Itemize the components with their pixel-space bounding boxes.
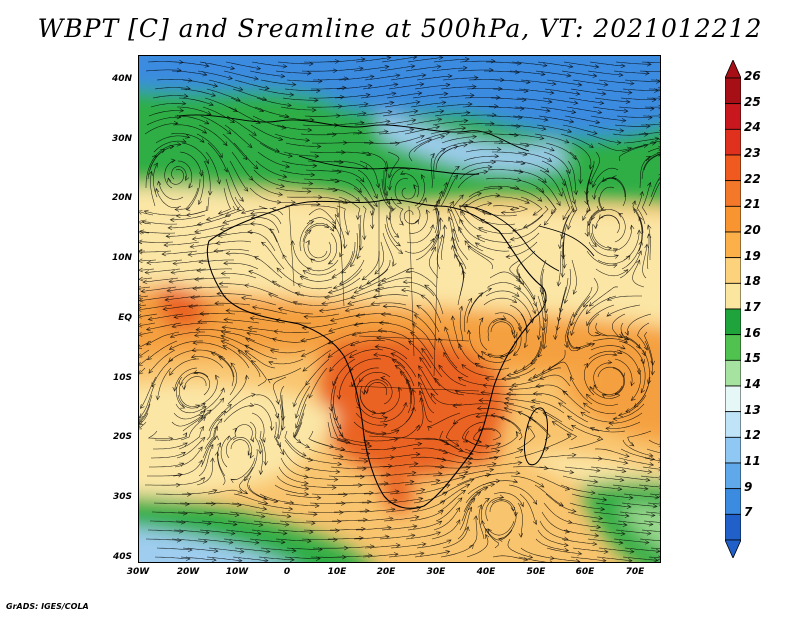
colorbar (725, 60, 741, 558)
lon-tick-label: 0 (283, 567, 291, 577)
colorbar-bottom-arrow (725, 539, 741, 558)
lon-tick-label: 10W (225, 567, 249, 577)
country-borders (288, 200, 480, 442)
lon-tick-label: 60E (575, 567, 595, 577)
wbpt-map-canvas (139, 56, 660, 562)
colorbar-label: 24 (744, 120, 761, 135)
colorbar-segment (725, 385, 741, 413)
colorbar-segment (725, 282, 741, 310)
europe-coastline (178, 114, 530, 175)
streamline-paths (139, 56, 660, 562)
colorbar-segment (725, 359, 741, 387)
colorbar-label: 22 (744, 171, 761, 186)
colorbar-label: 13 (744, 402, 761, 417)
colorbar-segment (725, 257, 741, 284)
colorbar-segment (725, 436, 741, 464)
colorbar-segment (725, 308, 741, 336)
lat-tick-label: 30N (111, 134, 132, 144)
coastlines-borders (178, 114, 595, 509)
lon-tick-label: 40E (476, 567, 496, 577)
lon-tick-label: 70E (625, 567, 645, 577)
lon-tick-label: 20W (176, 567, 200, 577)
field-lightblue-south (139, 527, 282, 562)
colorbar-segment (725, 411, 741, 438)
map-title: WBPT [C] and Sreamline at 500hPa, VT: 20… (37, 14, 763, 43)
colorbar-segment (725, 180, 741, 207)
colorbar-label: 18 (744, 274, 761, 289)
lon-tick-label: 30E (426, 567, 446, 577)
colorbar-label: 12 (744, 428, 761, 443)
colorbar-segment (725, 231, 741, 259)
colorbar-label: 17 (744, 300, 761, 314)
lon-tick-label: 20E (376, 567, 396, 577)
colorbar-segment (725, 128, 741, 156)
colorbar-label: 15 (744, 351, 761, 366)
colorbar-segment (725, 462, 741, 490)
africa-coastline (206, 199, 547, 509)
lon-tick-label: 30W (126, 567, 150, 577)
lat-tick-label: 20S (112, 432, 132, 442)
colorbar-label: 14 (744, 377, 761, 391)
colorbar-segment (725, 77, 741, 105)
colorbar-label: 19 (744, 248, 761, 263)
lat-tick-label: 20N (111, 193, 132, 203)
field-lightblue-north (379, 111, 569, 172)
colorbar-label: 9 (744, 479, 753, 494)
madagascar-coastline (523, 407, 548, 466)
colorbar-segment (725, 103, 741, 130)
lon-tick-label: 10E (327, 567, 347, 577)
colorbar-segment (725, 488, 741, 515)
colorbar-label: 11 (744, 454, 761, 468)
field-lightgreen-south-east (619, 504, 660, 548)
lon-tick-label: 50E (526, 567, 546, 577)
lat-tick-label: 40N (111, 74, 132, 84)
lat-tick-label: 30S (112, 492, 132, 502)
colorbar-segment (725, 154, 741, 182)
field-hotspot-cape (382, 475, 415, 513)
lat-tick-label: 10N (111, 253, 132, 263)
colorbar-label: 21 (744, 197, 761, 212)
map-panel (138, 55, 661, 563)
colorbar-segment (725, 513, 741, 541)
temperature-field (139, 56, 660, 562)
field-orange-eq (139, 286, 660, 384)
lat-tick-label: 10S (112, 373, 132, 383)
colorbar-label: 7 (744, 505, 753, 520)
lat-tick-label: 40S (112, 552, 132, 562)
colorbar-label: 16 (744, 325, 761, 340)
colorbar-label: 23 (744, 146, 761, 160)
colorbar-segment (725, 205, 741, 233)
colorbar-top-arrow (725, 60, 741, 79)
colorbar-label: 20 (744, 223, 761, 237)
colorbar-label: 25 (744, 94, 761, 109)
lat-tick-label: EQ (118, 313, 132, 323)
grads-credit: GrADS: IGES/COLA (6, 602, 89, 611)
colorbar-segment (725, 334, 741, 361)
streamlines (139, 56, 660, 562)
colorbar-label: 26 (744, 69, 761, 83)
arabia-coastline (458, 205, 595, 272)
